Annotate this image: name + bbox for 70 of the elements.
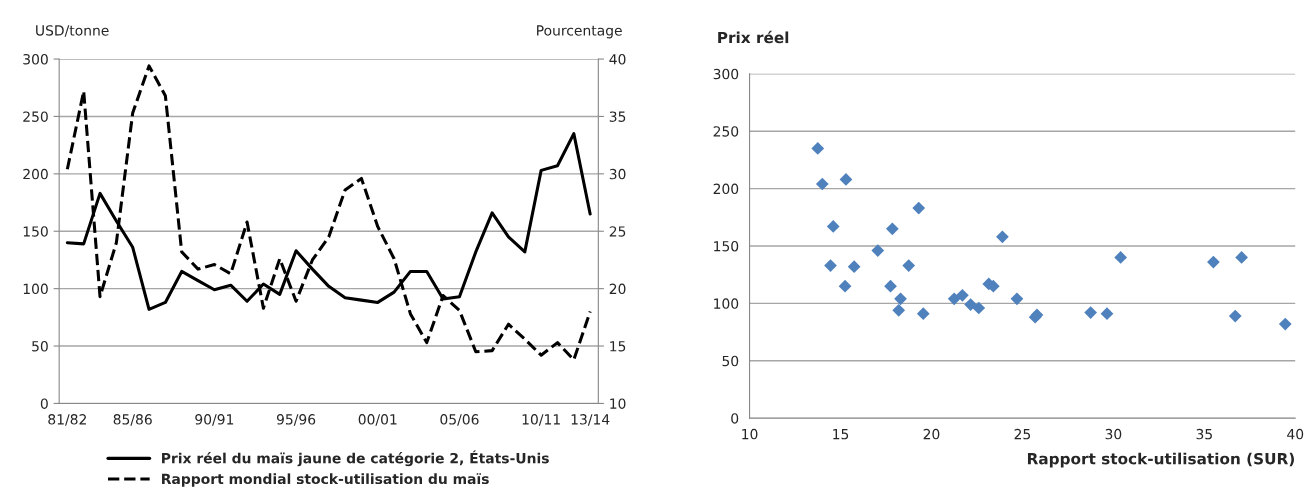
x-tick-label: 35 <box>1196 428 1212 440</box>
y2-tick-label: 15 <box>610 341 626 352</box>
point <box>1010 292 1024 306</box>
point <box>916 307 930 321</box>
x-tick-label: 95/96 <box>276 414 316 426</box>
y2-tick-label: 40 <box>609 54 626 65</box>
point <box>964 298 977 311</box>
point <box>892 303 906 317</box>
point <box>1084 306 1097 319</box>
legend-label: Rapport mondial stock-utilisation du maïs <box>162 473 489 487</box>
y-tick-label: 100 <box>23 283 48 295</box>
x-tick-label: 25 <box>1014 428 1031 440</box>
point <box>1278 317 1292 331</box>
x-tick-label: 00/01 <box>358 414 397 426</box>
point <box>811 142 825 155</box>
point <box>1228 309 1242 323</box>
x-tick-label: 20 <box>923 428 940 440</box>
point <box>871 244 885 257</box>
y-tick-label: 100 <box>714 298 739 309</box>
y2-tick-label: 25 <box>609 226 626 237</box>
x-tick-label: 15 <box>833 429 849 440</box>
point <box>894 292 907 306</box>
line-series <box>65 64 592 362</box>
y2-axis-title: Pourcentage <box>537 25 622 39</box>
point <box>1207 255 1220 269</box>
y-tick-label: 150 <box>714 240 739 252</box>
point <box>1235 251 1248 264</box>
x-tick-label: 05/06 <box>440 414 479 426</box>
point <box>912 201 926 215</box>
x-tick-label: 10/11 <box>522 414 560 426</box>
y-tick-label: 50 <box>722 355 739 367</box>
y2-tick-label: 35 <box>609 111 626 122</box>
y2-tick-label: 10 <box>610 398 626 409</box>
y-tick-label: 250 <box>713 126 739 137</box>
y-tick-label: 200 <box>23 168 48 180</box>
point <box>972 301 986 315</box>
y2-tick-label: 30 <box>609 168 626 180</box>
x-tick-label: 85/86 <box>113 414 152 426</box>
x-tick-label: 10 <box>742 428 758 440</box>
y2-tick-label: 20 <box>609 283 626 295</box>
point <box>947 292 961 306</box>
y-tick-label: 0 <box>40 398 48 409</box>
y-tick-label: 150 <box>23 226 48 237</box>
y-tick-label: 50 <box>32 341 48 352</box>
point <box>884 279 897 293</box>
x-tick-label: 40 <box>1287 428 1304 440</box>
x-tick-label: 30 <box>1105 428 1122 440</box>
legend-label: Prix réel du maïs jaune de catégorie 2, États-Unis <box>162 450 549 467</box>
y-axis-title: USD/tonne <box>36 25 109 37</box>
x-tick-label: 13/14 <box>571 414 610 426</box>
x-tick-label: 81/82 <box>48 414 86 426</box>
point <box>1100 307 1114 321</box>
point <box>847 260 861 274</box>
point <box>902 259 916 272</box>
point <box>815 177 829 191</box>
point <box>885 222 899 236</box>
y-tick-label: 300 <box>713 68 739 80</box>
point <box>838 279 852 293</box>
y-tick-label: 250 <box>23 111 48 122</box>
point <box>826 220 840 233</box>
point <box>824 259 837 272</box>
y-tick-label: 300 <box>23 54 48 65</box>
x-tick-label: 90/91 <box>195 414 234 426</box>
point <box>956 289 969 302</box>
y-tick-label: 200 <box>713 183 739 195</box>
point <box>1114 251 1128 264</box>
y-tick-label: 0 <box>731 413 739 424</box>
point <box>996 230 1009 244</box>
x-axis-title: Rapport stock-utilisation (SUR) <box>1027 452 1294 468</box>
y-axis-title: Prix réel <box>718 30 789 44</box>
